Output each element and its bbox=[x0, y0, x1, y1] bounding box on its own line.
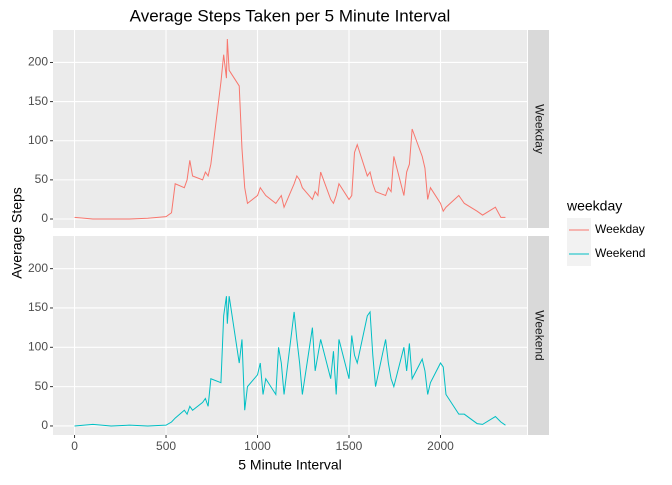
facet-label: Weekday bbox=[532, 104, 546, 154]
y-axis-label: Average Steps bbox=[9, 187, 25, 279]
y-tick-label: 0 bbox=[41, 211, 48, 225]
panel-background bbox=[53, 236, 527, 435]
y-tick-label: 50 bbox=[35, 172, 49, 186]
x-tick-label: 1000 bbox=[244, 439, 271, 453]
y-tick-label: 50 bbox=[35, 379, 49, 393]
facet-strip bbox=[528, 30, 549, 228]
y-tick-label: 200 bbox=[28, 261, 48, 275]
x-tick-label: 0 bbox=[71, 439, 78, 453]
y-tick-label: 150 bbox=[28, 300, 48, 314]
data-line bbox=[74, 296, 506, 427]
y-tick-label: 100 bbox=[28, 339, 48, 353]
data-line bbox=[74, 38, 506, 220]
y-tick-label: 100 bbox=[28, 133, 48, 147]
facet-label: Weekend bbox=[532, 310, 546, 360]
y-tick-label: 200 bbox=[28, 55, 48, 69]
x-axis-label: 5 Minute Interval bbox=[238, 457, 342, 473]
legend-label: Weekday bbox=[595, 222, 645, 236]
y-tick-label: 150 bbox=[28, 94, 48, 108]
legend-label: Weekend bbox=[595, 246, 645, 260]
legend-title: weekday bbox=[566, 198, 622, 214]
x-tick-label: 1500 bbox=[336, 439, 363, 453]
facet-strip bbox=[528, 236, 549, 435]
x-tick-label: 500 bbox=[156, 439, 176, 453]
y-tick-label: 0 bbox=[41, 418, 48, 432]
chart-title: Average Steps Taken per 5 Minute Interva… bbox=[130, 6, 451, 25]
x-tick-label: 2000 bbox=[427, 439, 454, 453]
